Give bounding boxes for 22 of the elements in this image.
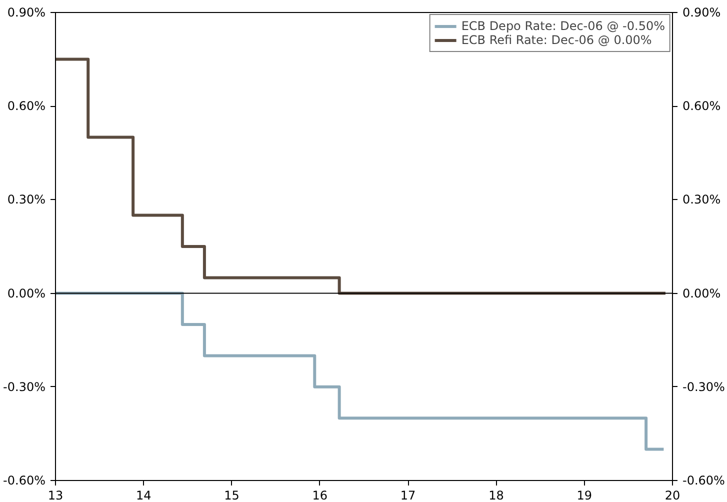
y2-tick-label: 0.00%: [682, 286, 721, 300]
x-tick-label: 19: [576, 488, 592, 502]
legend-label: ECB Refi Rate: Dec-06 @ 0.00%: [461, 33, 652, 47]
y-tick-label: -0.30%: [3, 380, 46, 394]
x-tick-label: 20: [664, 488, 680, 502]
x-tick-label: 15: [224, 488, 240, 502]
y2-tick-label: -0.30%: [682, 380, 725, 394]
x-tick-label: 14: [136, 488, 152, 502]
x-tick-label: 16: [312, 488, 328, 502]
y-tick-label: -0.60%: [3, 474, 46, 488]
y-tick-label: 0.00%: [7, 286, 46, 300]
x-tick-label: 13: [48, 488, 64, 502]
y2-tick-label: 0.60%: [682, 99, 721, 114]
legend-label: ECB Depo Rate: Dec-06 @ -0.50%: [461, 19, 665, 33]
y-tick-label: 0.90%: [7, 6, 46, 20]
x-tick-label: 18: [488, 488, 504, 502]
y2-tick-label: -0.60%: [682, 474, 725, 488]
y2-tick-label: 0.30%: [682, 192, 721, 207]
y-tick-label: 0.60%: [7, 99, 46, 114]
y-tick-label: 0.30%: [7, 192, 46, 207]
y2-tick-label: 0.90%: [682, 6, 721, 20]
x-tick-label: 17: [400, 488, 416, 502]
